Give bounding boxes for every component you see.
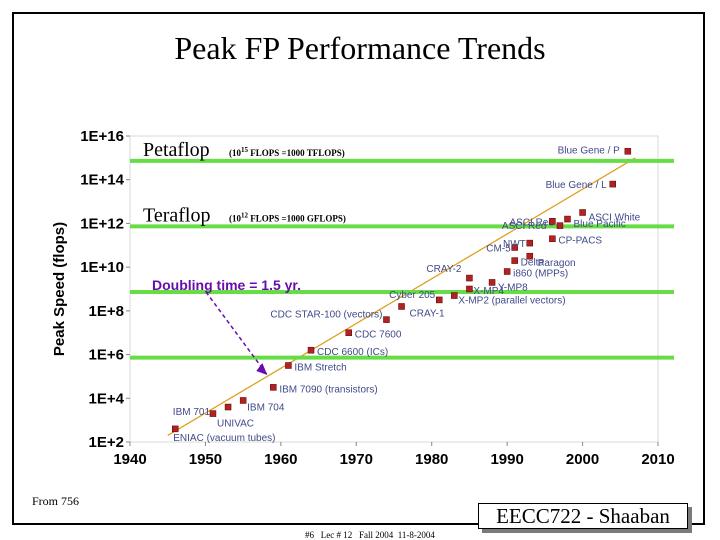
performance-chart: 1E+2 1E+4 1E+6 1E+8 1E+10 1E+12 1E+14 1E+16 1940…	[51, 128, 675, 468]
data-point-label: Delta	[521, 258, 545, 269]
data-point	[466, 285, 473, 293]
y-tick-label: 1E+12	[80, 215, 124, 232]
data-point-label: IBM 701	[173, 407, 211, 418]
data-point-label: IBM 704	[247, 402, 285, 413]
data-point-label: IBM 7090 (transistors)	[279, 384, 377, 395]
trend-line	[167, 157, 636, 437]
data-point	[609, 180, 616, 188]
data-point	[224, 403, 232, 411]
data-point-label: Blue Pacific	[573, 219, 625, 230]
reference-note: (1015 FLOPS =1000 TFLOPS)	[229, 146, 345, 158]
reference-note: (1012 FLOPS =1000 GFLOPS)	[229, 211, 346, 223]
data-point-label: i860 (MPPs)	[513, 269, 568, 280]
x-tick-label: 1970	[340, 451, 373, 468]
y-tick-label: 1E+4	[89, 390, 125, 407]
plot-area	[129, 135, 659, 443]
data-point	[511, 244, 518, 251]
data-point-label: Paragon	[538, 258, 576, 269]
data-point-label: CRAY-1	[410, 308, 445, 319]
data-point	[526, 239, 534, 247]
y-tick-label: 1E+2	[89, 434, 124, 451]
slide-footer: #6 Lec # 12 Fall 2004 11-8-2004	[305, 530, 435, 540]
x-tick-label: 1990	[490, 451, 523, 468]
data-point	[624, 148, 632, 155]
annotation-arrowhead	[256, 362, 268, 375]
data-point-label: CP-PACS	[558, 236, 602, 247]
course-badge-text: EECC722 - Shaaban	[496, 504, 670, 528]
data-point-label: CDC 7600	[355, 330, 402, 341]
y-tick-label: 1E+10	[80, 259, 124, 276]
data-point	[239, 397, 247, 404]
data-point	[209, 410, 217, 417]
y-axis-title: Peak Speed (flops)	[51, 222, 68, 356]
data-point	[307, 346, 315, 354]
x-tick-label: 2010	[641, 451, 674, 468]
data-point	[398, 303, 405, 310]
data-point	[503, 268, 511, 275]
data-point	[451, 292, 458, 299]
data-point	[270, 384, 277, 391]
data-point-label: ENIAC (vacuum tubes)	[173, 433, 275, 444]
annotation-arrow-line	[205, 291, 268, 376]
x-tick-label: 1980	[415, 451, 448, 468]
data-point	[549, 235, 556, 242]
annotation-text: Doubling time = 1.5 yr.	[152, 277, 301, 293]
y-tick-label: 1E+6	[89, 347, 124, 364]
x-tick-label: 1940	[113, 451, 146, 468]
data-point-label: ASCI Red	[509, 218, 553, 229]
y-tick-label: 1E+14	[80, 172, 124, 189]
data-point-label: Cyber 205	[389, 290, 436, 301]
data-point-label: ASCI Red	[502, 221, 546, 232]
data-point	[383, 316, 390, 323]
data-point-label: CDC 6600 (ICs)	[317, 347, 388, 358]
data-point-label: CDC STAR-100 (vectors)	[270, 310, 382, 321]
reference-label-petaflop: Petaflop	[143, 139, 210, 161]
data-point-label: Blue Gene / P	[558, 145, 621, 156]
data-point	[172, 425, 179, 433]
course-badge: EECC722 - Shaaban	[478, 503, 688, 529]
data-point	[579, 209, 586, 216]
source-note: From 756	[32, 494, 80, 508]
data-point-label: X-MP2 (parallel vectors)	[458, 296, 565, 307]
x-tick-label: 2000	[566, 451, 599, 468]
data-point-label: X-MP4	[473, 286, 504, 297]
data-point	[511, 257, 518, 264]
data-point-label: ASCI White	[589, 213, 641, 224]
data-point-label: NWT	[503, 239, 526, 250]
data-point-label: Blue Gene / L	[546, 180, 608, 191]
y-tick-label: 1E+16	[80, 128, 124, 145]
data-point	[564, 215, 571, 223]
reference-label-teraflop: Teraflop	[143, 204, 210, 226]
data-point-label: CRAY-2	[426, 264, 461, 275]
data-point	[285, 362, 292, 369]
data-point	[345, 329, 352, 336]
data-point	[436, 296, 443, 304]
x-tick-label: 1960	[264, 451, 297, 468]
data-point	[549, 217, 556, 225]
slide-frame	[12, 12, 705, 525]
data-point	[488, 279, 496, 286]
y-tick-label: 1E+8	[89, 303, 124, 320]
data-point	[556, 222, 564, 229]
data-point-label: Y-MP8	[498, 282, 528, 293]
slide-title: Peak FP Performance Trends	[174, 30, 546, 66]
data-point-label: UNIVAC	[217, 419, 254, 430]
data-point-label: IBM Stretch	[294, 363, 346, 374]
data-point	[466, 274, 473, 282]
data-point-label: CM-5	[486, 243, 511, 254]
data-point	[526, 252, 534, 260]
x-tick-label: 1950	[189, 451, 222, 468]
